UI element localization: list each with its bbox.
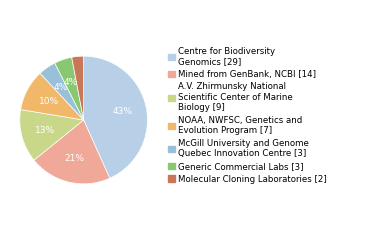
Text: 43%: 43% bbox=[112, 107, 132, 116]
Text: 21%: 21% bbox=[64, 154, 84, 163]
Text: 4%: 4% bbox=[54, 83, 68, 92]
Legend: Centre for Biodiversity
Genomics [29], Mined from GenBank, NCBI [14], A.V. Zhirm: Centre for Biodiversity Genomics [29], M… bbox=[168, 47, 327, 184]
Wedge shape bbox=[55, 57, 84, 120]
Text: 13%: 13% bbox=[35, 126, 55, 135]
Text: 4%: 4% bbox=[64, 78, 78, 87]
Wedge shape bbox=[21, 73, 84, 120]
Wedge shape bbox=[40, 63, 84, 120]
Wedge shape bbox=[72, 56, 84, 120]
Wedge shape bbox=[84, 56, 147, 178]
Text: 10%: 10% bbox=[39, 97, 59, 106]
Wedge shape bbox=[34, 120, 110, 184]
Wedge shape bbox=[20, 110, 84, 160]
